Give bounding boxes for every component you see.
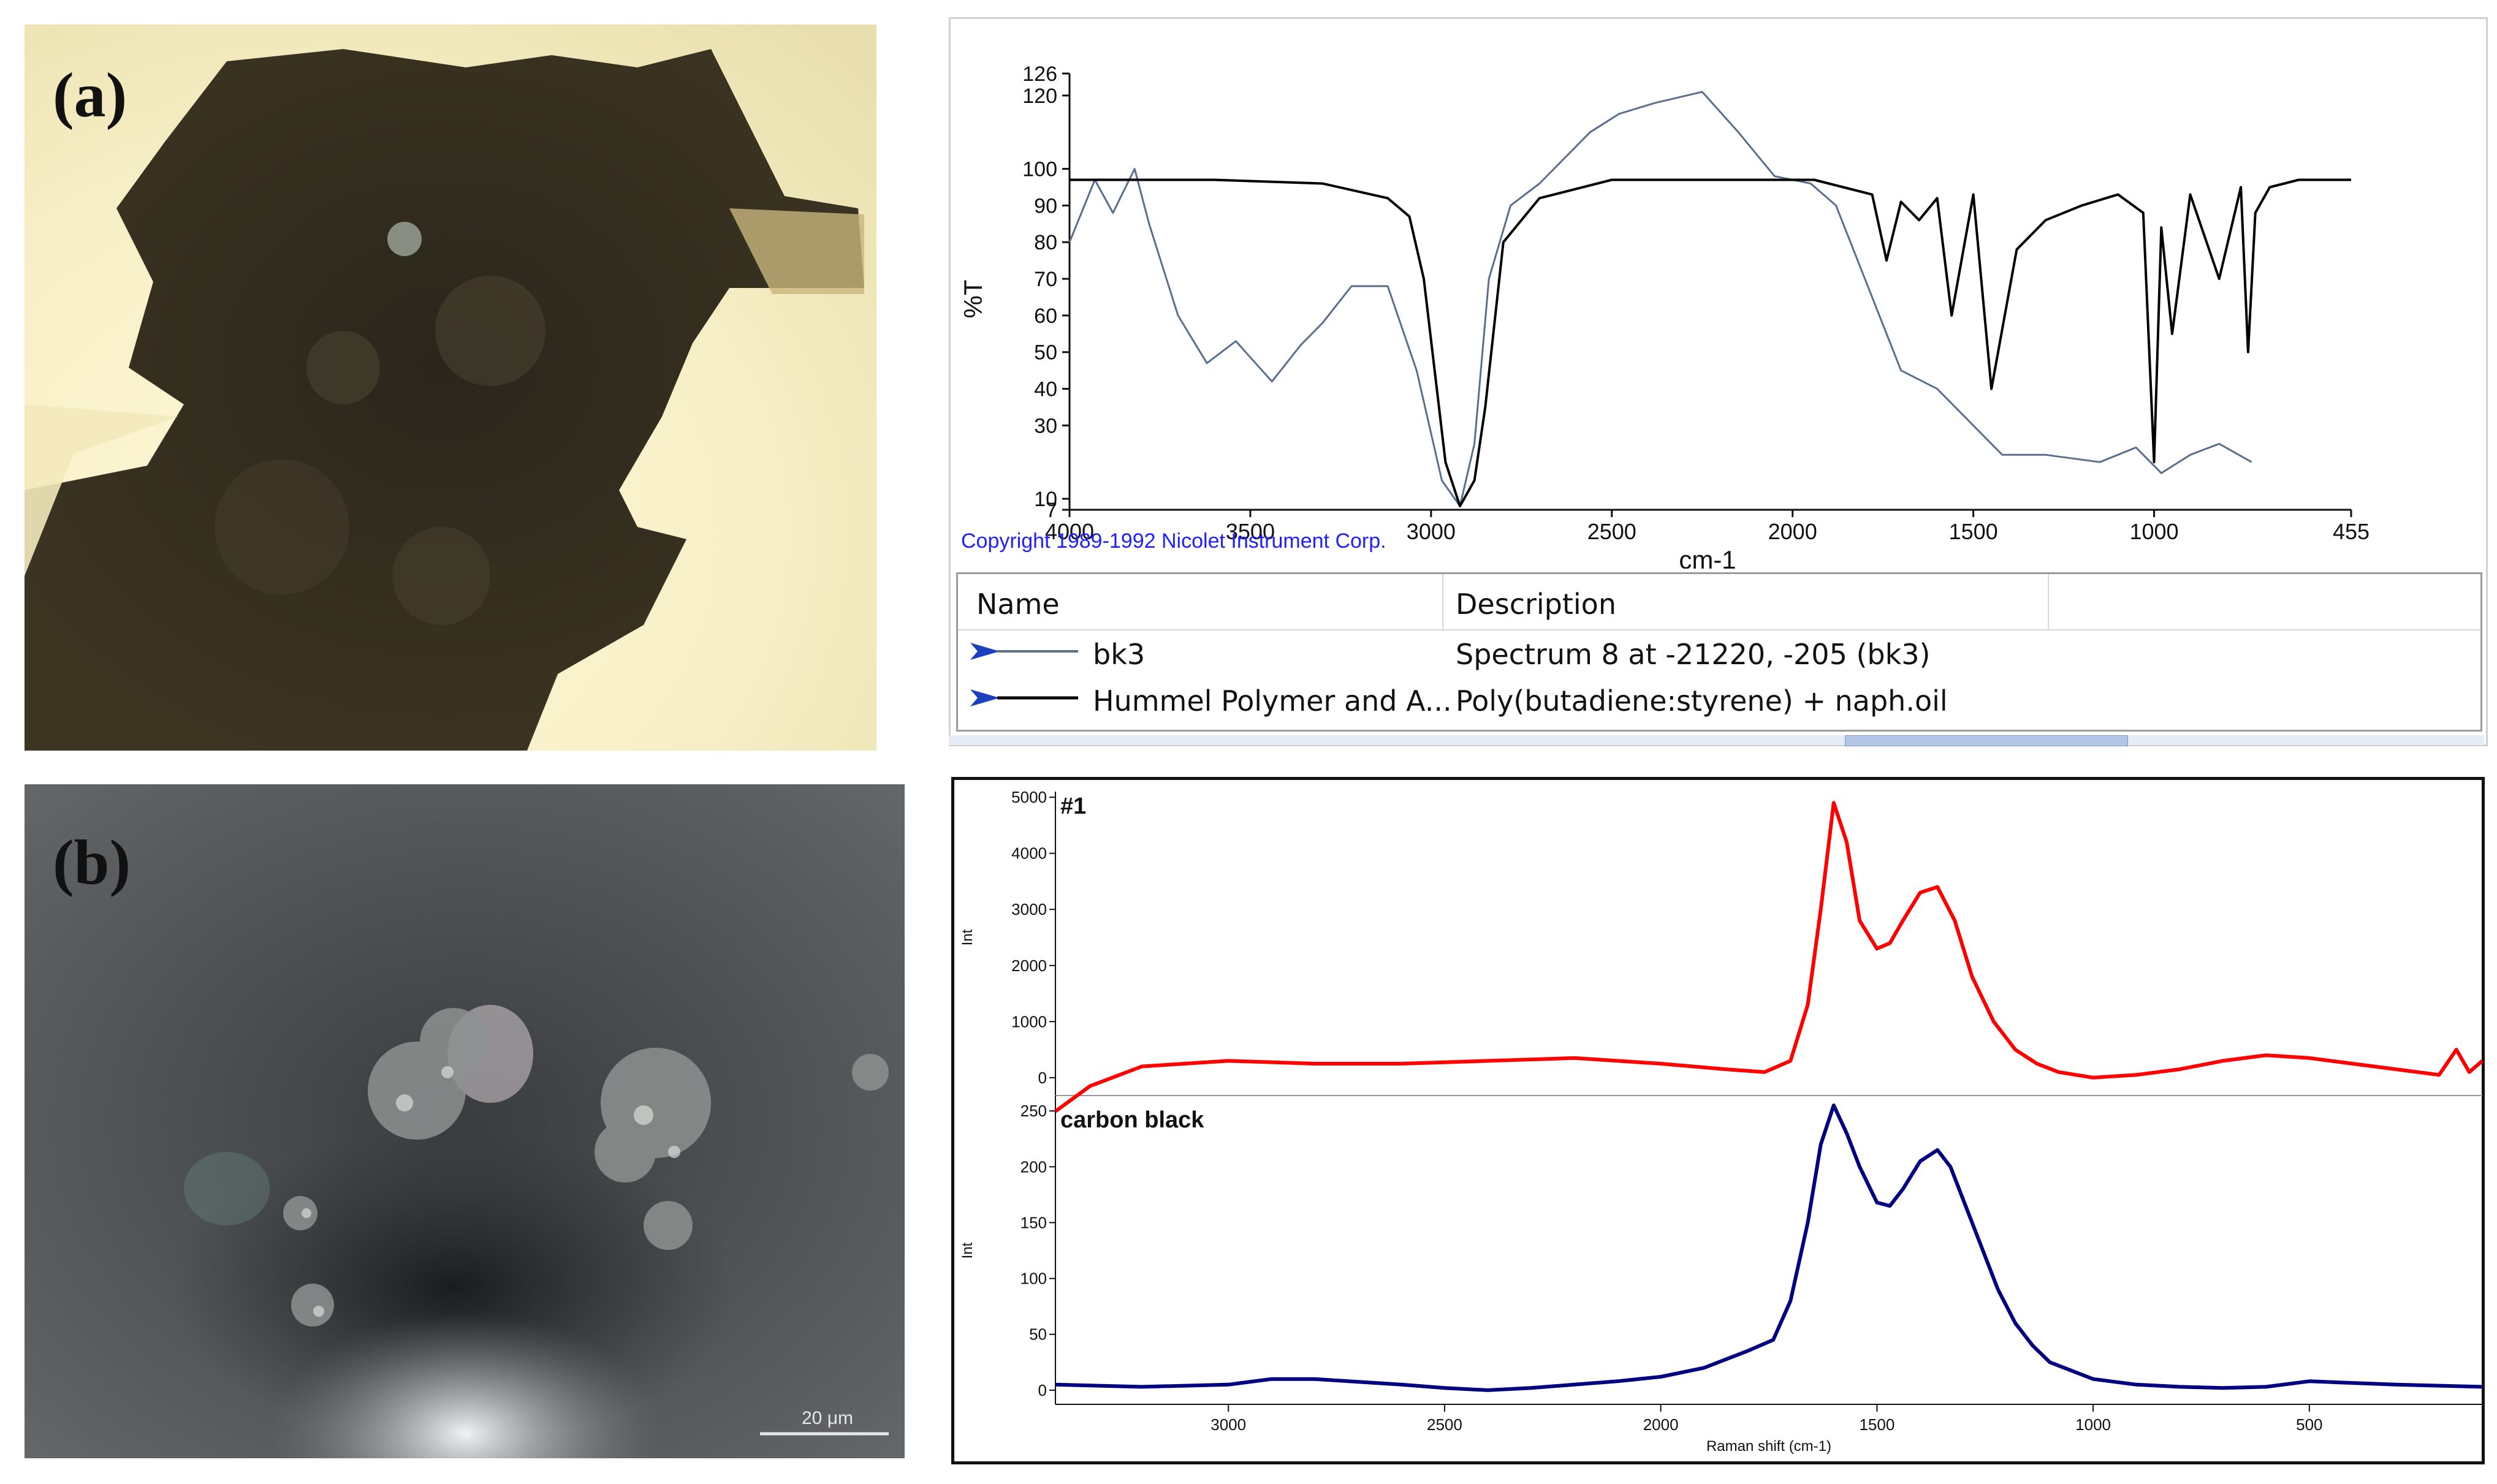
raman-top-y-tick-label: 4000 <box>1011 844 1047 863</box>
raman-top-y-tick-label: 0 <box>1038 1069 1047 1087</box>
legend-scrollbar-thumb[interactable] <box>1845 735 2128 746</box>
raman-top-y-tick-label: 5000 <box>1011 788 1047 806</box>
raman-x-tick-label: 2000 <box>1643 1415 1679 1434</box>
raman-bottom-y-tick-label: 100 <box>1020 1270 1047 1288</box>
ftir-y-tick-label: 50 <box>1034 341 1057 365</box>
ftir-y-tick-label: 10 <box>1034 488 1057 511</box>
ftir-x-tick-label: 3500 <box>1226 519 1275 544</box>
ftir-x-tick-label: 3000 <box>1407 519 1456 544</box>
raman-x-axis-label: Raman shift (cm-1) <box>1706 1438 1831 1455</box>
legend-header-row <box>958 574 2480 630</box>
legend-column-divider <box>1442 574 1443 629</box>
raman-top-series-line <box>1054 801 2484 1113</box>
raman-bottom-series-line <box>1055 1104 2483 1392</box>
ftir-x-axis-label: cm-1 <box>1679 545 1736 569</box>
raman-x-tick-label: 1000 <box>2075 1415 2111 1434</box>
legend-row-description: Spectrum 8 at -21220, -205 (bk3) <box>1456 638 1931 671</box>
raman-x-tick-label: 3000 <box>1210 1415 1246 1434</box>
micrograph-a <box>25 25 876 751</box>
scale-bar-label: 20 μm <box>802 1408 853 1428</box>
ftir-y-axis-label: %T <box>959 280 987 319</box>
ftir-x-tick-label: 1500 <box>1949 519 1998 544</box>
legend-column-divider-2 <box>2048 574 2049 629</box>
raman-bottom-y-tick-label: 250 <box>1020 1102 1047 1120</box>
raman-top-y-axis-label: Int <box>959 929 976 945</box>
raman-x-tick-label: 1500 <box>1859 1415 1895 1434</box>
raman-bottom-title: carbon black <box>1060 1107 1204 1133</box>
ftir-y-tick-label: 126 <box>1022 62 1057 86</box>
ftir-y-tick-label: 60 <box>1034 305 1057 328</box>
legend-row-name: Hummel Polymer and A... <box>1093 684 1452 717</box>
legend-row-name: bk3 <box>1093 638 1146 671</box>
ftir-y-tick-label: 70 <box>1034 268 1057 291</box>
raman-top-y-tick-label: 1000 <box>1011 1012 1047 1031</box>
ftir-y-tick-label: 90 <box>1034 194 1057 218</box>
ftir-x-tick-label: 4000 <box>1045 519 1094 544</box>
ftir-x-tick-label: 1000 <box>2129 519 2178 544</box>
raman-chart: 0 1000 2000 3000 4000 5000 Int #1 0 50 100 150 200 25… <box>959 788 2484 1455</box>
raman-top-y-tick-label: 3000 <box>1011 900 1047 918</box>
raman-bottom-y-tick-label: 50 <box>1029 1325 1047 1344</box>
ftir-x-tick-label: 2000 <box>1768 519 1817 544</box>
micrograph-b <box>25 784 905 1458</box>
raman-bottom-y-tick-label: 0 <box>1038 1381 1047 1399</box>
legend-arrow-icon <box>970 689 1000 706</box>
micrograph-b-image <box>25 784 905 1458</box>
raman-bottom-y-tick-label: 150 <box>1020 1213 1047 1232</box>
raman-bottom-y-axis-label: Int <box>959 1242 976 1259</box>
panel-label-a: (a) <box>53 60 127 131</box>
ftir-y-tick-label: 100 <box>1022 158 1057 181</box>
legend-header-name: Name <box>976 588 1060 621</box>
ftir-y-tick-label: 120 <box>1022 85 1057 108</box>
legend-arrow-icon <box>970 643 1000 660</box>
raman-frame <box>951 777 2485 1464</box>
legend-markers <box>970 643 1078 706</box>
ftir-chart: 4000 3500 3000 2500 2000 1500 1000 455 710 30 40 50… <box>959 62 2370 569</box>
micrograph-a-image <box>25 25 876 751</box>
legend-header-description: Description <box>1456 588 1616 621</box>
ftir-y-tick-label: 30 <box>1034 414 1057 437</box>
panel-label-b: (b) <box>53 827 131 898</box>
ftir-x-tick-label: 455 <box>2333 519 2370 544</box>
ftir-y-tick-label: 40 <box>1034 378 1057 401</box>
ftir-legend-table: Name Description bk3 Spectrum 8 at -2122… <box>956 572 2482 732</box>
ftir-y-tick-label: 7 <box>1046 499 1057 522</box>
ftir-series-line <box>1068 91 2252 507</box>
ftir-copyright: Copyright 1989-1992 Nicolet Instrument C… <box>961 529 1386 553</box>
raman-x-tick-label: 500 <box>2296 1415 2322 1434</box>
legend-scrollbar-track[interactable] <box>949 735 2484 745</box>
ftir-series-line <box>1070 178 2351 507</box>
raman-x-tick-label: 2500 <box>1427 1415 1462 1434</box>
raman-bottom-y-tick-label: 200 <box>1020 1157 1047 1176</box>
legend-row-description: Poly(butadiene:styrene) + naph.oil <box>1456 684 1948 717</box>
raman-top-y-tick-label: 2000 <box>1011 956 1047 975</box>
ftir-x-tick-label: 2500 <box>1587 519 1636 544</box>
raman-top-title: #1 <box>1060 793 1086 819</box>
ftir-y-tick-label: 80 <box>1034 231 1057 254</box>
